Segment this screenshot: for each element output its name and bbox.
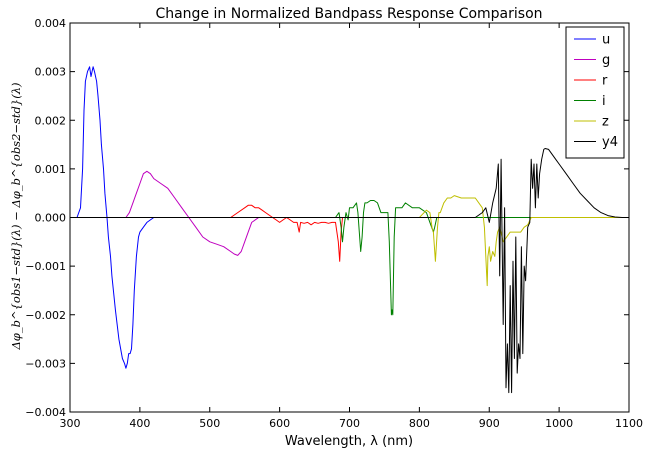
x-tick-label: 500 [199,417,220,430]
plot-frame [69,22,630,413]
y-tick-label: 0.002 [35,114,67,127]
y-tick-label: 0.003 [35,66,67,79]
y-tick-label: 0.004 [35,17,67,30]
legend-label-y4: y4 [602,135,618,150]
y-axis-label: Δφ_b^{obs1−std}(λ) − Δφ_b^{obs2−std}(λ) [9,83,23,351]
legend-label-r: r [602,74,608,89]
x-tick-label: 1100 [615,417,643,430]
chart-title: Change in Normalized Bandpass Response C… [155,6,542,22]
x-tick-label: 300 [60,417,81,430]
y-tick-label: −0.004 [25,406,66,419]
x-tick-label: 600 [269,417,290,430]
legend-box [565,26,625,159]
y-tick-label: 0.000 [35,212,67,225]
y-tick-label: 0.001 [35,163,67,176]
y-tick-label: −0.003 [25,357,66,370]
series-line-z [70,195,629,287]
y-tick-label: −0.001 [25,260,66,273]
x-tick-label: 1000 [545,417,573,430]
series-line-u [70,66,629,369]
plot-area: 300 400 500 600 700 800 900 1000 1100 −0.004 −0.00… [25,17,643,430]
x-axis-label: Wavelength, λ (nm) [285,434,413,449]
series-line-r [70,204,629,262]
legend-label-g: g [602,53,610,68]
x-tick-label: 800 [409,417,430,430]
series-group [70,66,629,394]
x-tick-label: 400 [129,417,150,430]
legend-label-i: i [602,94,606,109]
x-tick-label: 900 [479,417,500,430]
y-tick-label: −0.002 [25,309,66,322]
x-tick-label: 700 [339,417,360,430]
legend-label-z: z [602,115,609,130]
legend-label-u: u [602,33,610,48]
series-line-y4 [70,148,629,394]
